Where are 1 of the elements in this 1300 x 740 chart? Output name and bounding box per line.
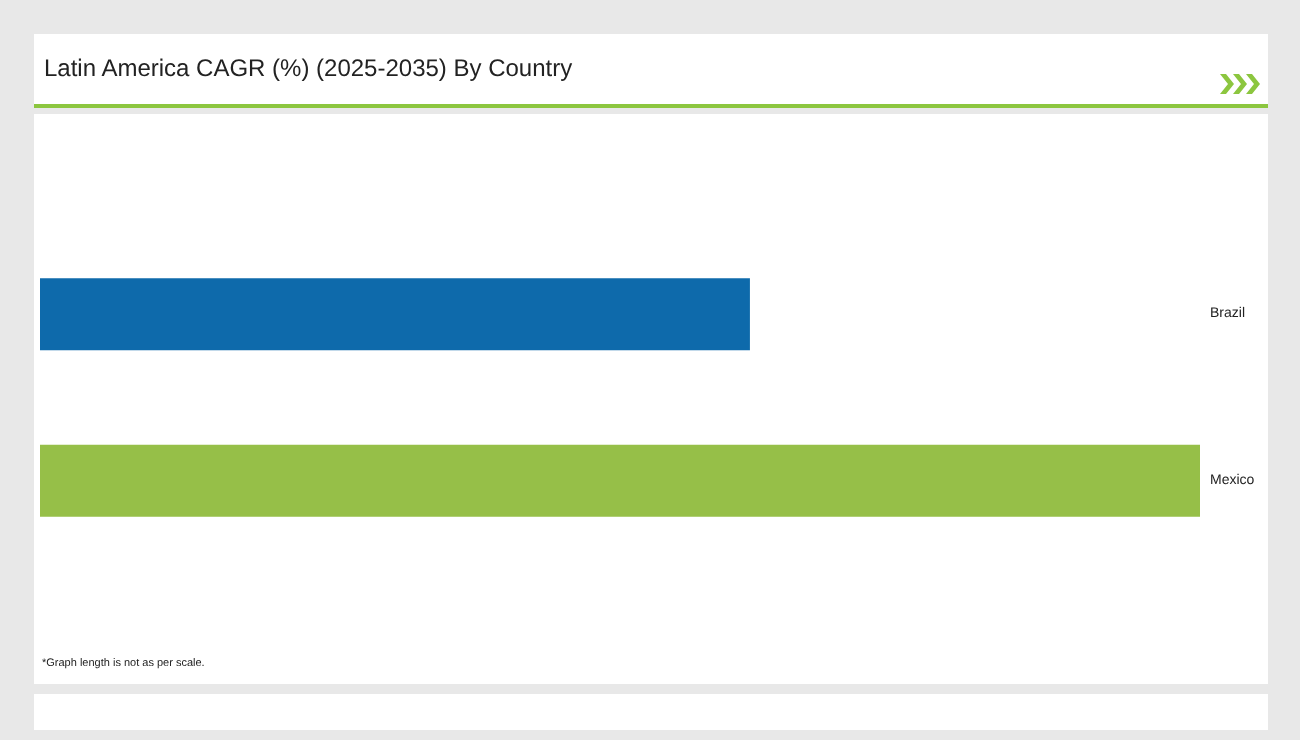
chart-title: Latin America CAGR (%) (2025-2035) By Country (44, 54, 573, 82)
